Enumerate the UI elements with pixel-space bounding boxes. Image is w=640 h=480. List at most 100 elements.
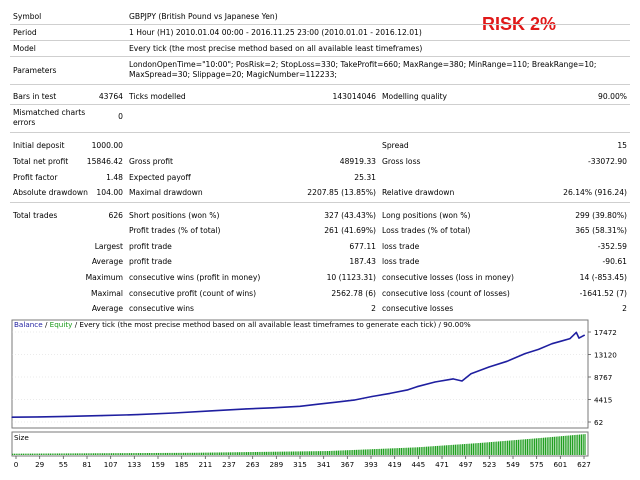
size-bar (37, 453, 39, 455)
size-bar (514, 440, 516, 455)
size-bar (260, 451, 262, 455)
size-bar (233, 452, 235, 455)
balance-chart-svg: Balance / Equity / Every tick (the most … (11, 319, 617, 469)
size-bar (76, 453, 78, 455)
size-bar (499, 441, 501, 455)
size-bar (370, 449, 372, 455)
size-label: Size (14, 433, 29, 442)
x-tick-label: 133 (127, 460, 141, 469)
size-bar (247, 452, 249, 455)
size-bar (352, 449, 354, 455)
period-value: 1 Hour (H1) 2010.01.04 00:00 - 2016.11.2… (129, 28, 422, 37)
size-bar (94, 453, 96, 455)
size-bar (35, 453, 37, 455)
size-bar (206, 452, 208, 455)
size-bar (307, 451, 309, 455)
size-bar (440, 445, 442, 455)
ticks-value: 143014046 (332, 92, 376, 101)
size-bar (107, 453, 109, 455)
size-bar (159, 452, 161, 455)
size-bar (534, 438, 536, 455)
size-bar (152, 452, 154, 455)
size-bar (579, 434, 581, 455)
size-bar (300, 451, 302, 455)
size-bar (332, 450, 334, 455)
balance-point (470, 373, 472, 375)
size-bar (82, 453, 84, 455)
size-bar (535, 438, 537, 455)
balance-point (452, 378, 454, 380)
balance-point (209, 410, 211, 412)
max-drawdown-label: Maximal drawdown (129, 188, 203, 197)
size-bar (85, 453, 87, 455)
size-bar (80, 453, 82, 455)
size-bar (381, 448, 383, 455)
size-bar (282, 451, 284, 455)
size-bar (220, 452, 222, 455)
x-tick-label: 471 (435, 460, 449, 469)
detail-value-2: -90.61 (602, 257, 627, 266)
size-bar (280, 451, 282, 455)
size-bar (508, 440, 510, 455)
size-bar (489, 442, 491, 455)
size-bar (435, 446, 437, 455)
size-bar (388, 448, 390, 455)
size-bar (278, 451, 280, 455)
size-bar (285, 451, 287, 455)
size-bar (96, 453, 98, 455)
size-bar (561, 436, 563, 455)
size-bar (294, 451, 296, 455)
x-tick-label: 627 (577, 460, 591, 469)
spread-label: Spread (382, 141, 409, 150)
size-bar (512, 440, 514, 455)
balance-point (578, 337, 580, 339)
size-bar (364, 449, 366, 455)
size-bar (490, 442, 492, 455)
size-bar (532, 438, 534, 455)
detail-value-2: 2 (622, 304, 627, 313)
size-bar (168, 452, 170, 455)
size-bar (303, 451, 305, 455)
gross-profit-value: 48919.33 (339, 157, 376, 166)
size-bar (395, 448, 397, 455)
size-bar (26, 453, 28, 455)
size-bar (393, 448, 395, 455)
y-tick-label: 4415 (594, 395, 612, 404)
size-bar (58, 453, 60, 455)
balance-point (569, 337, 571, 340)
size-bar (298, 451, 300, 455)
size-bar (301, 451, 303, 455)
size-bar (249, 452, 251, 455)
detail-label-1: consecutive wins (129, 304, 195, 313)
size-bar (553, 436, 555, 455)
size-bar (557, 436, 559, 455)
size-bar (391, 448, 393, 455)
size-bar (460, 444, 462, 455)
size-bar (121, 453, 123, 455)
size-bar (530, 438, 532, 455)
size-bar (544, 437, 546, 455)
bars-label: Bars in test (13, 92, 57, 101)
expected-payoff-label: Expected payoff (129, 173, 191, 182)
size-bar (136, 453, 138, 455)
x-tick-label: 29 (35, 460, 45, 469)
size-bar (91, 453, 93, 455)
size-bar (541, 437, 543, 455)
size-bar (492, 441, 494, 455)
size-bar (264, 451, 266, 455)
size-bar (496, 441, 498, 455)
size-bar (267, 451, 269, 455)
size-bar (240, 452, 242, 455)
size-bar (166, 452, 168, 455)
size-bar (523, 439, 525, 455)
size-bar (12, 453, 14, 455)
size-bar (274, 451, 276, 455)
size-bar (255, 451, 257, 455)
size-bar (165, 452, 167, 455)
mismatch-label: Mismatched charts (13, 108, 86, 117)
short-positions-value: 327 (43.43%) (324, 211, 376, 220)
size-bar (438, 445, 440, 455)
size-bar (190, 452, 192, 455)
size-bar (84, 453, 86, 455)
size-bar (507, 440, 509, 455)
